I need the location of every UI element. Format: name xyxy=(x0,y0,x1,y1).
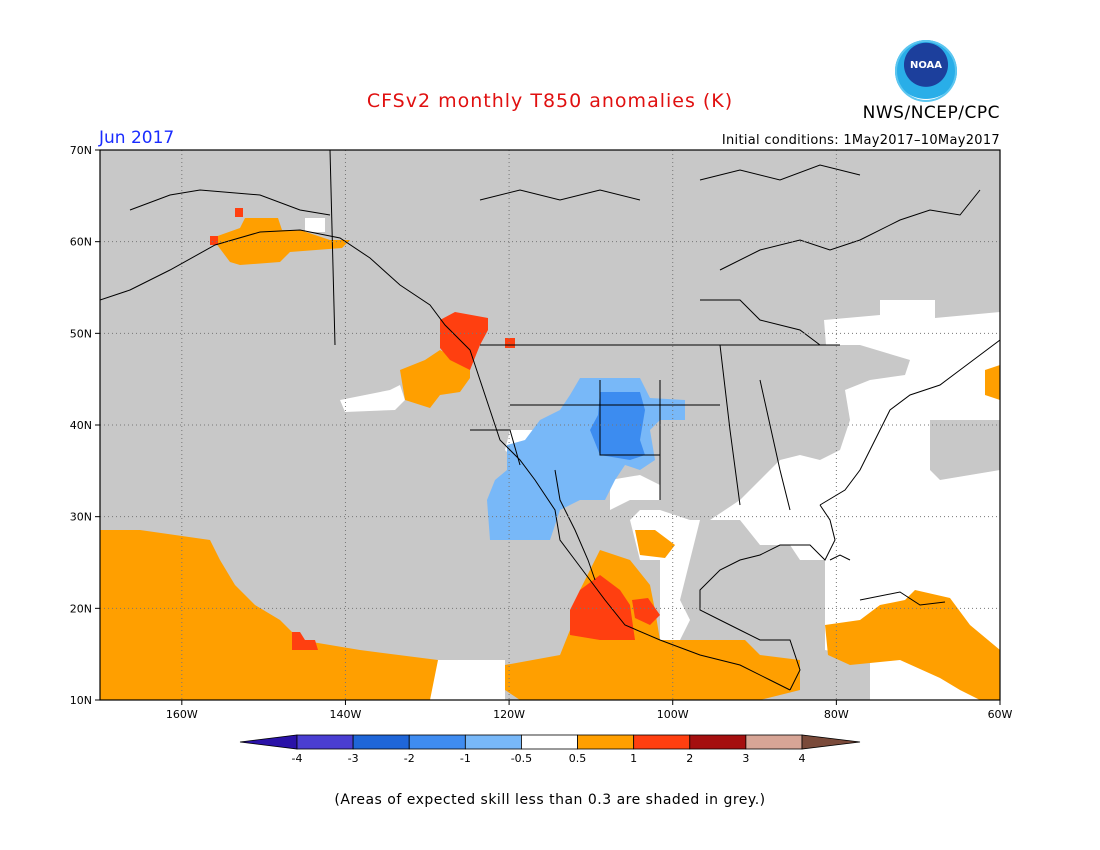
coastline-1 xyxy=(554,469,596,581)
colorbar-label: 4 xyxy=(799,752,806,765)
neutral-alaska xyxy=(305,218,325,232)
lon-tick-label: 100W xyxy=(657,708,689,721)
colorbar-box xyxy=(408,734,466,750)
coastline-13 xyxy=(719,344,741,506)
colorbar: -4 -3 -2 -1 -0.5 0.5 1 2 3 4 xyxy=(239,734,861,765)
footnote: (Areas of expected skill less than 0.3 a… xyxy=(334,792,766,808)
lat-tick-label: 40N xyxy=(70,419,92,432)
coastline-17 xyxy=(479,189,641,201)
coastline-18 xyxy=(699,164,861,181)
coastline-2 xyxy=(699,504,836,691)
lat-tick-label: 30N xyxy=(70,511,92,524)
colorbar-label: -3 xyxy=(348,752,359,765)
coastline-14 xyxy=(759,379,791,511)
warm-mexico-spot xyxy=(632,598,660,625)
warm-alaska-spot2 xyxy=(210,236,218,245)
colorbar-label: 3 xyxy=(742,752,749,765)
neutral-south xyxy=(430,660,505,700)
coastline-3 xyxy=(819,339,1000,506)
coastline-10 xyxy=(470,429,521,466)
neutral-pacific xyxy=(340,385,405,412)
warm-atlantic-spot xyxy=(985,365,1000,400)
lat-tick-label: 60N xyxy=(70,236,92,249)
warm-tropical-pacific xyxy=(100,530,438,700)
neutral-mexico-north xyxy=(610,475,660,510)
cool-anomaly-moderate xyxy=(590,392,645,460)
coastline-6 xyxy=(129,189,331,216)
lat-tick-label: 50N xyxy=(70,327,92,340)
warm-bc-coast xyxy=(440,312,488,370)
warm-alaska-spot xyxy=(235,208,243,217)
colorbar-label: 0.5 xyxy=(569,752,587,765)
colorbar-box xyxy=(296,734,354,750)
warm-pacific-nw xyxy=(400,350,470,408)
map-title: CFSv2 monthly T850 anomalies (K) xyxy=(366,90,734,112)
colorbar-box xyxy=(745,734,803,750)
coastline-11 xyxy=(599,380,660,456)
colorbar-label: -1 xyxy=(460,752,471,765)
coastline-0 xyxy=(100,229,791,691)
coastline-5 xyxy=(859,591,946,606)
forecast-month: Jun 2017 xyxy=(99,128,175,148)
colorbar-arrow-right xyxy=(801,734,861,750)
warm-mexico-core xyxy=(570,575,635,640)
warm-hawaii-spot xyxy=(292,632,318,650)
colorbar-box xyxy=(521,734,578,750)
colorbar-box xyxy=(464,734,522,750)
colorbar-label: -4 xyxy=(292,752,303,765)
noaa-logo-icon: NOAA xyxy=(895,40,957,102)
coastline-4 xyxy=(829,554,851,561)
warm-mexico-pacific xyxy=(505,550,800,700)
colorbar-arrow-left xyxy=(239,734,298,750)
credit-label: NWS/NCEP/CPC xyxy=(862,103,1000,123)
map-panel xyxy=(99,149,1001,701)
warm-spot-idaho xyxy=(505,338,515,348)
warm-gulf-spot xyxy=(635,530,675,558)
colorbar-label: -0.5 xyxy=(511,752,532,765)
colorbar-label: 2 xyxy=(686,752,693,765)
colorbar-box xyxy=(689,734,747,750)
warm-caribbean xyxy=(825,590,1000,700)
colorbar-label: 1 xyxy=(630,752,637,765)
lon-tick-label: 120W xyxy=(493,708,525,721)
lon-tick-label: 160W xyxy=(166,708,198,721)
lon-tick-label: 140W xyxy=(330,708,362,721)
coastline-7 xyxy=(329,150,336,346)
lat-tick-label: 20N xyxy=(70,602,92,615)
colorbar-box xyxy=(633,734,691,750)
lon-tick-label: 60W xyxy=(988,708,1013,721)
lat-tick-label: 10N xyxy=(70,694,92,707)
colorbar-box xyxy=(577,734,635,750)
initial-conditions: Initial conditions: 1May2017–10May2017 xyxy=(721,133,1000,148)
axis-ticks: 70N 60N 50N 40N 30N 20N 10N 160W 140W 120W 100W 80W… xyxy=(70,144,1013,721)
colorbar-box xyxy=(352,734,410,750)
logo-text: NOAA xyxy=(909,60,943,71)
lat-tick-label: 70N xyxy=(70,144,92,157)
coastline-16 xyxy=(700,299,821,346)
lon-tick-label: 80W xyxy=(824,708,849,721)
colorbar-label: -2 xyxy=(404,752,415,765)
coastline-15 xyxy=(719,189,981,271)
